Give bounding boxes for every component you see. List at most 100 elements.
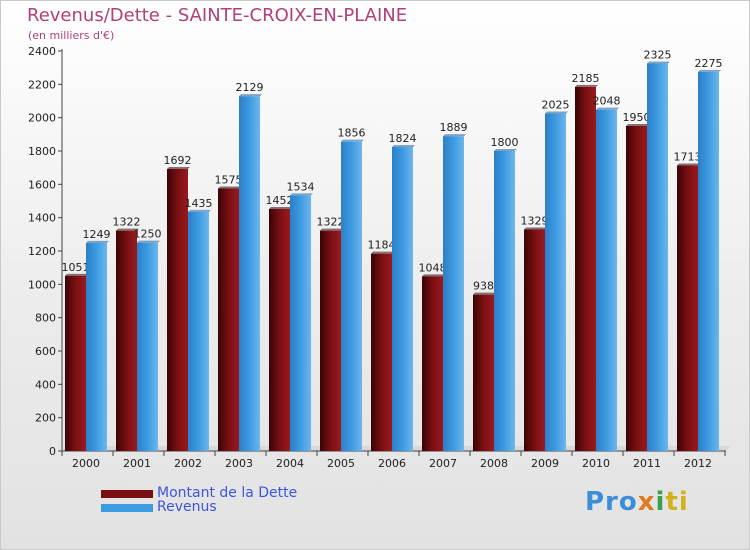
bar-top [65, 273, 88, 276]
bar-revenue [392, 147, 413, 451]
bar-top [677, 163, 700, 166]
data-label-debt: 1051 [62, 261, 90, 274]
data-label-revenue: 2275 [695, 57, 723, 70]
x-tick-label: 2004 [276, 457, 304, 470]
bar-top [116, 228, 139, 231]
data-label-debt: 1322 [317, 216, 345, 229]
bar-top [422, 274, 445, 277]
bar-top [473, 292, 496, 295]
x-tick-label: 2009 [531, 457, 559, 470]
bar-debt [218, 188, 239, 451]
y-tick-label: 1200 [28, 245, 56, 258]
data-label-revenue: 1249 [83, 228, 111, 241]
bar-revenue [698, 71, 719, 451]
bar-debt [269, 209, 290, 451]
legend-swatch-debt [101, 490, 153, 498]
data-label-revenue: 1889 [440, 121, 468, 134]
bar-revenue [647, 63, 668, 451]
chart-subtitle: (en milliers d'€) [28, 29, 115, 42]
bar-revenue [494, 151, 515, 451]
legend-label-revenue: Revenus [157, 499, 217, 515]
bar-revenue [596, 109, 617, 452]
data-label-revenue: 2048 [593, 95, 621, 108]
y-tick-label: 1600 [28, 178, 56, 191]
bar-debt [422, 276, 443, 451]
data-label-debt: 1322 [113, 216, 141, 229]
data-label-revenue: 2129 [236, 81, 264, 94]
data-label-revenue: 1435 [185, 197, 213, 210]
data-label-debt: 1575 [215, 174, 243, 187]
bar-debt [116, 230, 137, 451]
legend-label-debt: Montant de la Dette [157, 485, 298, 501]
proxiti-logo: Proxiti [585, 487, 689, 517]
x-tick-label: 2001 [123, 457, 151, 470]
data-label-revenue: 1856 [338, 127, 366, 140]
data-label-debt: 1452 [266, 194, 294, 207]
x-tick-label: 2012 [684, 457, 712, 470]
bar-top [269, 207, 292, 209]
bar-revenue [137, 242, 158, 451]
data-label-revenue: 1800 [491, 136, 519, 149]
x-tick-label: 2006 [378, 457, 406, 470]
data-label-debt: 1713 [674, 151, 702, 164]
x-tick-label: 2007 [429, 457, 457, 470]
x-tick-label: 2008 [480, 457, 508, 470]
bar-revenue [290, 195, 311, 451]
y-tick-label: 1800 [28, 145, 56, 158]
bar-top [524, 227, 547, 230]
bar-debt [167, 169, 188, 451]
bar-top [290, 193, 313, 196]
bar-debt [626, 126, 647, 451]
data-label-revenue: 2325 [644, 49, 672, 62]
data-label-revenue: 2025 [542, 99, 570, 112]
y-tick-label: 2200 [28, 78, 56, 91]
y-tick-label: 600 [35, 345, 56, 358]
chart-title: Revenus/Dette - SAINTE-CROIX-EN-PLAINE [27, 5, 408, 26]
data-label-debt: 1184 [368, 239, 396, 252]
bar-top [188, 209, 211, 212]
bar-top [341, 139, 364, 142]
bar-debt [524, 229, 545, 451]
x-tick-label: 2003 [225, 457, 253, 470]
bar-revenue [188, 211, 209, 451]
x-tick-label: 2011 [633, 457, 661, 470]
data-label-debt: 1692 [164, 154, 192, 167]
bar-revenue [443, 136, 464, 451]
data-label-revenue: 1534 [287, 180, 315, 193]
data-label-debt: 1329 [521, 215, 549, 228]
bar-top [596, 107, 619, 110]
legend-swatch-revenue [101, 504, 153, 512]
bar-top [392, 145, 415, 147]
bar-top [167, 167, 190, 169]
x-tick-label: 2005 [327, 457, 355, 470]
bar-debt [65, 275, 86, 451]
bar-top [647, 61, 670, 64]
data-label-revenue: 1250 [134, 228, 162, 241]
bar-revenue [86, 242, 107, 451]
y-tick-label: 200 [35, 412, 56, 425]
data-label-debt: 938 [473, 280, 494, 293]
y-tick-label: 400 [35, 378, 56, 391]
bar-top [545, 111, 568, 114]
bar-top [86, 240, 109, 243]
bar-top [494, 149, 517, 151]
y-tick-label: 2000 [28, 112, 56, 125]
bar-top [218, 186, 241, 189]
bar-debt [575, 86, 596, 451]
y-tick-label: 0 [49, 445, 56, 458]
bar-debt [677, 165, 698, 451]
bar-top [320, 228, 343, 231]
y-tick-label: 800 [35, 312, 56, 325]
bar-top [239, 94, 262, 97]
bar-top [443, 134, 466, 137]
y-tick-label: 1400 [28, 212, 56, 225]
bar-debt [371, 253, 392, 451]
data-label-debt: 1950 [623, 111, 651, 124]
data-label-debt: 2185 [572, 72, 600, 85]
bar-top [698, 69, 721, 72]
x-tick-label: 2002 [174, 457, 202, 470]
y-tick-label: 1000 [28, 278, 56, 291]
bar-revenue [239, 96, 260, 452]
